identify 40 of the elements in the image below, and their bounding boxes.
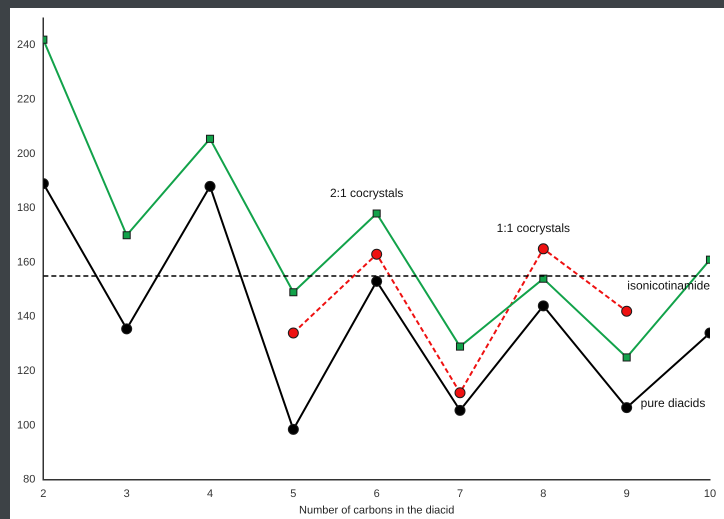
y-tick-label: 180: [16, 202, 36, 214]
x-tick-label: 2: [40, 488, 46, 500]
x-tick-label: 5: [290, 488, 296, 500]
point: [371, 276, 382, 287]
y-tick-label: 220: [16, 93, 36, 106]
point: [622, 353, 631, 362]
x-tick-label: 6: [374, 488, 380, 500]
y-tick-label: 240: [16, 39, 36, 52]
point: [621, 402, 632, 414]
point: [456, 342, 464, 351]
x-tick-label: 10: [704, 488, 716, 500]
point: [454, 387, 466, 398]
series-label: 2:1 cocrystals: [330, 186, 404, 200]
point: [621, 306, 632, 317]
y-tick-label: 100: [16, 419, 36, 432]
point: [122, 231, 131, 240]
point: [538, 243, 549, 254]
x-tick-label: 3: [124, 488, 130, 500]
x-tick-label: 4: [206, 488, 214, 500]
y-tick-label: 120: [16, 365, 36, 378]
x-tick-label: 9: [624, 488, 630, 500]
x-tick-label: 8: [540, 488, 546, 500]
y-tick-label: 160: [16, 256, 36, 268]
point: [288, 424, 299, 435]
point: [538, 300, 549, 312]
y-tick-label: 200: [16, 148, 36, 160]
point: [121, 323, 132, 334]
point: [206, 134, 214, 143]
point: [454, 404, 466, 416]
point: [288, 327, 299, 338]
point: [372, 209, 381, 218]
point: [371, 248, 382, 260]
point: [204, 180, 216, 192]
x-axis-title: Number of carbons in the diacid: [299, 504, 454, 516]
y-tick-label: 80: [23, 474, 36, 486]
series-label: pure diacids: [640, 396, 706, 410]
series-label: 1:1 cocrystals: [496, 221, 570, 236]
point: [289, 288, 298, 296]
x-tick-label: 7: [456, 488, 464, 500]
y-tick-label: 140: [16, 310, 36, 323]
